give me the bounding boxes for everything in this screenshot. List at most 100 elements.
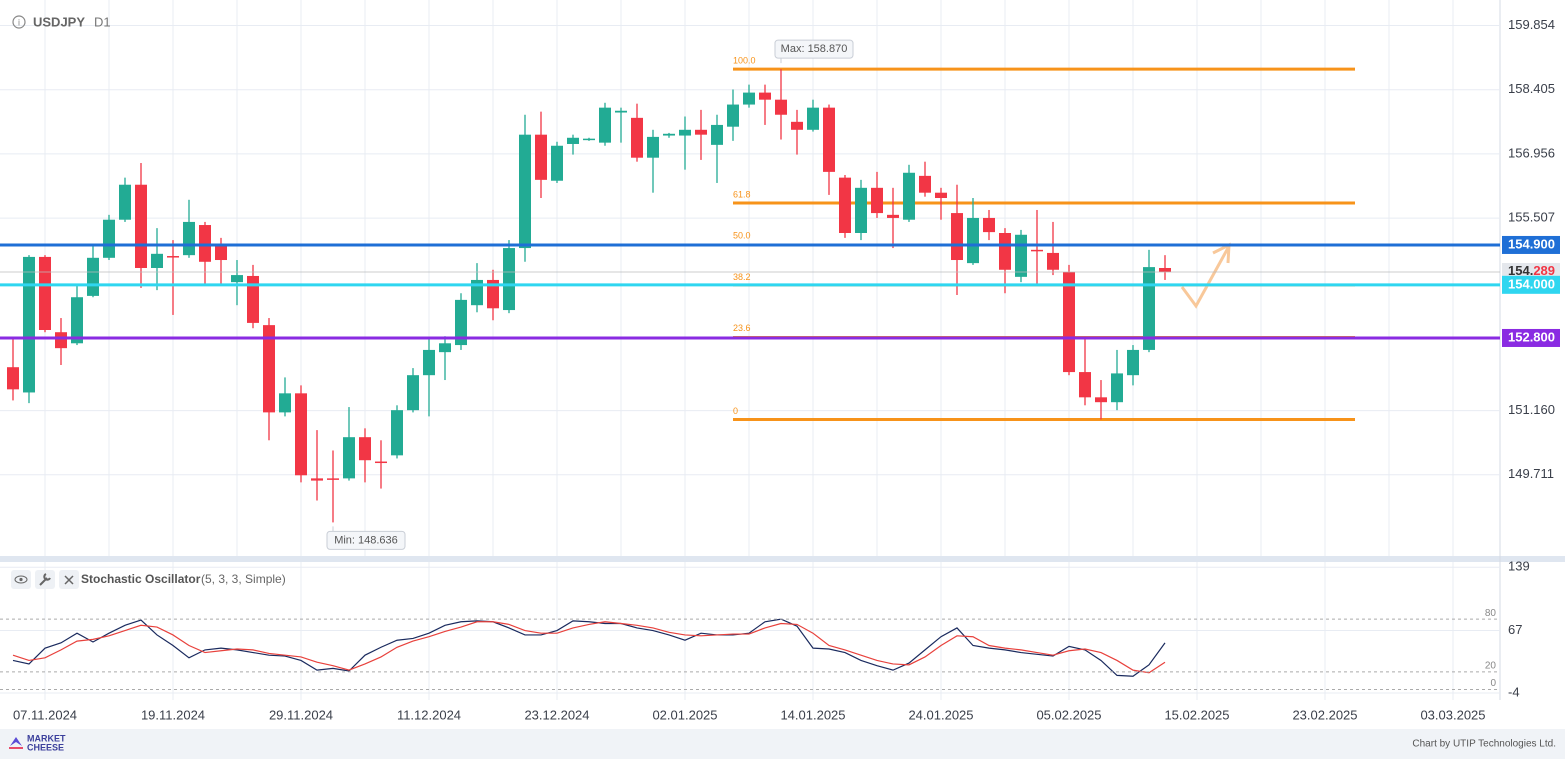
candle-body (935, 192, 947, 199)
candle-body (87, 257, 99, 296)
candle-body (743, 92, 755, 105)
fib-label: 100.0 (733, 55, 756, 65)
timeframe: D1 (94, 14, 111, 29)
y-tick-label: 156.956 (1508, 145, 1555, 160)
candle-body (215, 244, 227, 261)
candle-body (407, 375, 419, 411)
indicator-title: Stochastic Oscillator (81, 572, 201, 586)
candle-body (7, 367, 19, 390)
credit: Chart by UTIP Technologies Ltd. (1412, 739, 1556, 750)
candle-body (359, 437, 371, 461)
candle-body (1047, 252, 1059, 270)
candle-body (679, 129, 691, 136)
reference-level-label: 0 (1490, 678, 1496, 689)
candle-body (247, 275, 259, 323)
symbol: USDJPY (33, 14, 85, 29)
candle-body (1015, 234, 1027, 277)
candle-body (631, 117, 643, 158)
candle-body (311, 478, 323, 481)
brand-line-1: MARKET (27, 733, 66, 743)
level-label: 154.000 (1508, 276, 1555, 291)
candle-body (1031, 249, 1043, 252)
candle-body (1095, 397, 1107, 403)
candle-body (887, 214, 899, 218)
candle-body (391, 410, 403, 456)
candle-body (919, 175, 931, 193)
candle-body (599, 107, 611, 143)
fib-label: 0 (733, 406, 738, 416)
annotation-box (774, 39, 854, 59)
candle-body (231, 275, 243, 283)
x-tick-label: 02.01.2025 (652, 707, 717, 722)
candle-body (119, 184, 131, 220)
wrench-icon (39, 573, 51, 586)
x-tick-label: 29.11.2024 (269, 707, 333, 722)
projection-arrow (1180, 247, 1230, 309)
candle-body (535, 134, 547, 180)
candle-body (951, 213, 963, 261)
candle-body (455, 299, 467, 346)
candle-body (727, 104, 739, 127)
candle-body (439, 343, 451, 353)
x-tick-label: 19.11.2024 (141, 707, 205, 722)
y-tick-label: 155.507 (1508, 210, 1555, 225)
candle-body (567, 137, 579, 144)
candle-body (583, 138, 595, 141)
candle-body (343, 437, 355, 479)
candle-body (1063, 271, 1075, 373)
fib-label: 50.0 (733, 231, 751, 241)
level-label-box (1502, 328, 1560, 347)
candle-body (1079, 372, 1091, 398)
last-price-label: 154.289 (1508, 263, 1555, 278)
candle-body (551, 145, 563, 181)
y-tick-label: -4 (1508, 684, 1520, 699)
candle-body (823, 107, 835, 172)
level-label-box (1502, 275, 1560, 294)
candle-body (23, 256, 35, 393)
candle-body (711, 124, 723, 145)
info-icon-glyph: i (18, 17, 20, 27)
candle-body (503, 248, 515, 311)
plot: 100.0 61.8 50.0 38.2 23.6 0 (7, 55, 1355, 677)
y-tick-label: 149.711 (1508, 466, 1554, 481)
candle-body (295, 393, 307, 476)
oscillator-line (12, 618, 1166, 677)
candle-body (263, 325, 275, 413)
y-tick-label: 159.854 (1508, 17, 1555, 32)
candle-body (1159, 267, 1171, 273)
candle-body (647, 136, 659, 158)
x-tick-label: 23.02.2025 (1292, 707, 1357, 722)
level-label: 154.900 (1508, 236, 1555, 251)
level-label: 152.800 (1508, 329, 1555, 344)
eye-icon (14, 575, 28, 584)
y-tick-label: 158.405 (1508, 81, 1555, 96)
candle-body (151, 253, 163, 268)
x-tick-label: 24.01.2025 (908, 707, 973, 722)
fib-label: 61.8 (733, 189, 751, 199)
candle-body (791, 121, 803, 130)
eye-pupil (19, 577, 23, 582)
footer-bar (0, 729, 1565, 759)
last-price-label-head: 154. (1508, 263, 1533, 278)
oscillator-line (12, 621, 1166, 674)
candle-body (71, 297, 83, 344)
candle-body (983, 217, 995, 233)
candle-body (183, 221, 195, 256)
candle-body (55, 332, 67, 349)
candle-body (519, 134, 531, 249)
x-tick-label: 07.11.2024 (13, 707, 77, 722)
annotation: Min: 148.636 (334, 534, 398, 546)
panel-separator (0, 556, 1565, 562)
y-tick-label: 139 (1508, 559, 1530, 574)
candle-body (423, 349, 435, 376)
candle-body (615, 110, 627, 113)
level-label-box (1502, 235, 1560, 254)
reference-level-label: 80 (1485, 608, 1497, 619)
candle-body (487, 279, 499, 309)
info-icon[interactable] (12, 15, 26, 29)
candle-body (1111, 373, 1123, 403)
candle-body (903, 172, 915, 220)
x-tick-label: 14.01.2025 (780, 707, 845, 722)
x-tick-label: 23.12.2024 (524, 707, 589, 722)
